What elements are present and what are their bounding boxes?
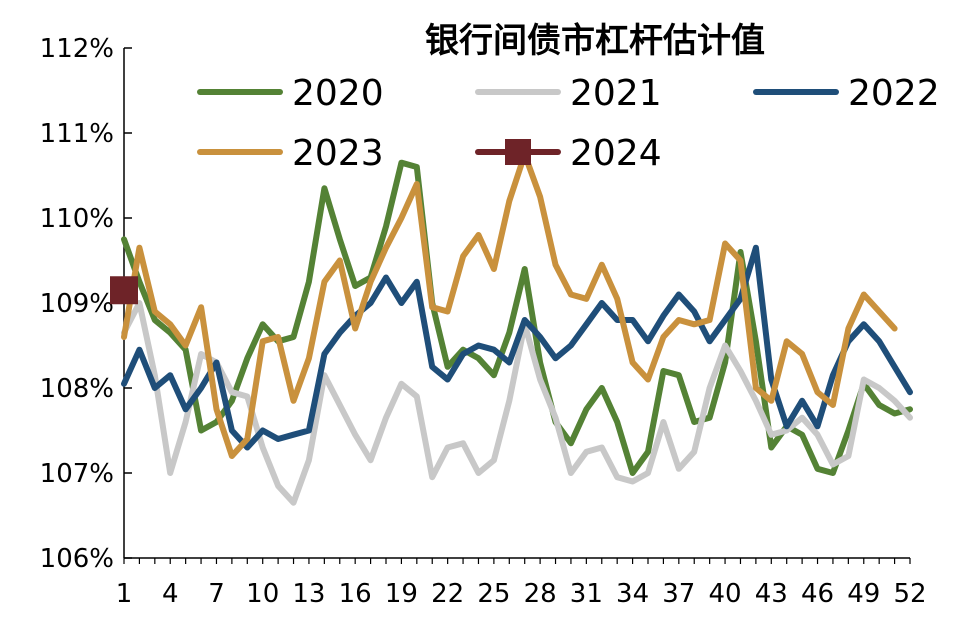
- x-tick-label: 52: [893, 579, 926, 609]
- x-tick-label: 49: [847, 579, 880, 609]
- x-tick-label: 34: [616, 579, 649, 609]
- series-marker-2024: [110, 276, 138, 305]
- x-tick-label: 43: [755, 579, 788, 609]
- y-tick-label: 112%: [40, 34, 114, 64]
- x-tick-label: 1: [116, 579, 133, 609]
- legend-marker-2024: [505, 139, 531, 165]
- legend: 2020 2021 2022 2023 2024: [197, 73, 940, 174]
- x-tick-label: 31: [570, 579, 603, 609]
- series-layer: [110, 151, 913, 506]
- series-line-2022: [121, 244, 913, 451]
- x-tick-label: 25: [477, 579, 510, 609]
- y-tick-label: 111%: [40, 119, 114, 149]
- x-tick-label: 13: [292, 579, 325, 609]
- chart-title: 银行间债市杠杆估计值: [425, 21, 765, 61]
- legend-label-2020: 2020: [292, 73, 384, 114]
- x-tick-label: 37: [662, 579, 695, 609]
- x-tick-label: 10: [246, 579, 279, 609]
- legend-label-2023: 2023: [292, 133, 384, 174]
- y-tick-label: 108%: [40, 374, 114, 404]
- series-line-2023: [121, 151, 898, 459]
- series-line-2020: [121, 159, 913, 476]
- x-tick-label: 19: [385, 579, 418, 609]
- y-tick-label: 110%: [40, 204, 114, 234]
- y-tick-label: 107%: [40, 459, 114, 489]
- legend-label-2022: 2022: [848, 73, 940, 114]
- y-tick-label: 106%: [40, 544, 114, 574]
- x-tick-label: 7: [208, 579, 225, 609]
- legend-label-2024: 2024: [570, 133, 662, 174]
- x-tick-label: 4: [162, 579, 179, 609]
- axes: 106% 107% 108% 109% 110% 111% 112% 1 4 7 10 13 16 19 2…: [40, 34, 927, 609]
- legend-label-2021: 2021: [570, 73, 662, 114]
- x-tick-label: 16: [339, 579, 372, 609]
- series-line-2021: [121, 300, 913, 506]
- x-tick-label: 28: [524, 579, 557, 609]
- y-tick-label: 109%: [40, 289, 114, 319]
- x-tick-label: 40: [709, 579, 742, 609]
- x-tick-label: 22: [431, 579, 464, 609]
- x-tick-label: 46: [801, 579, 834, 609]
